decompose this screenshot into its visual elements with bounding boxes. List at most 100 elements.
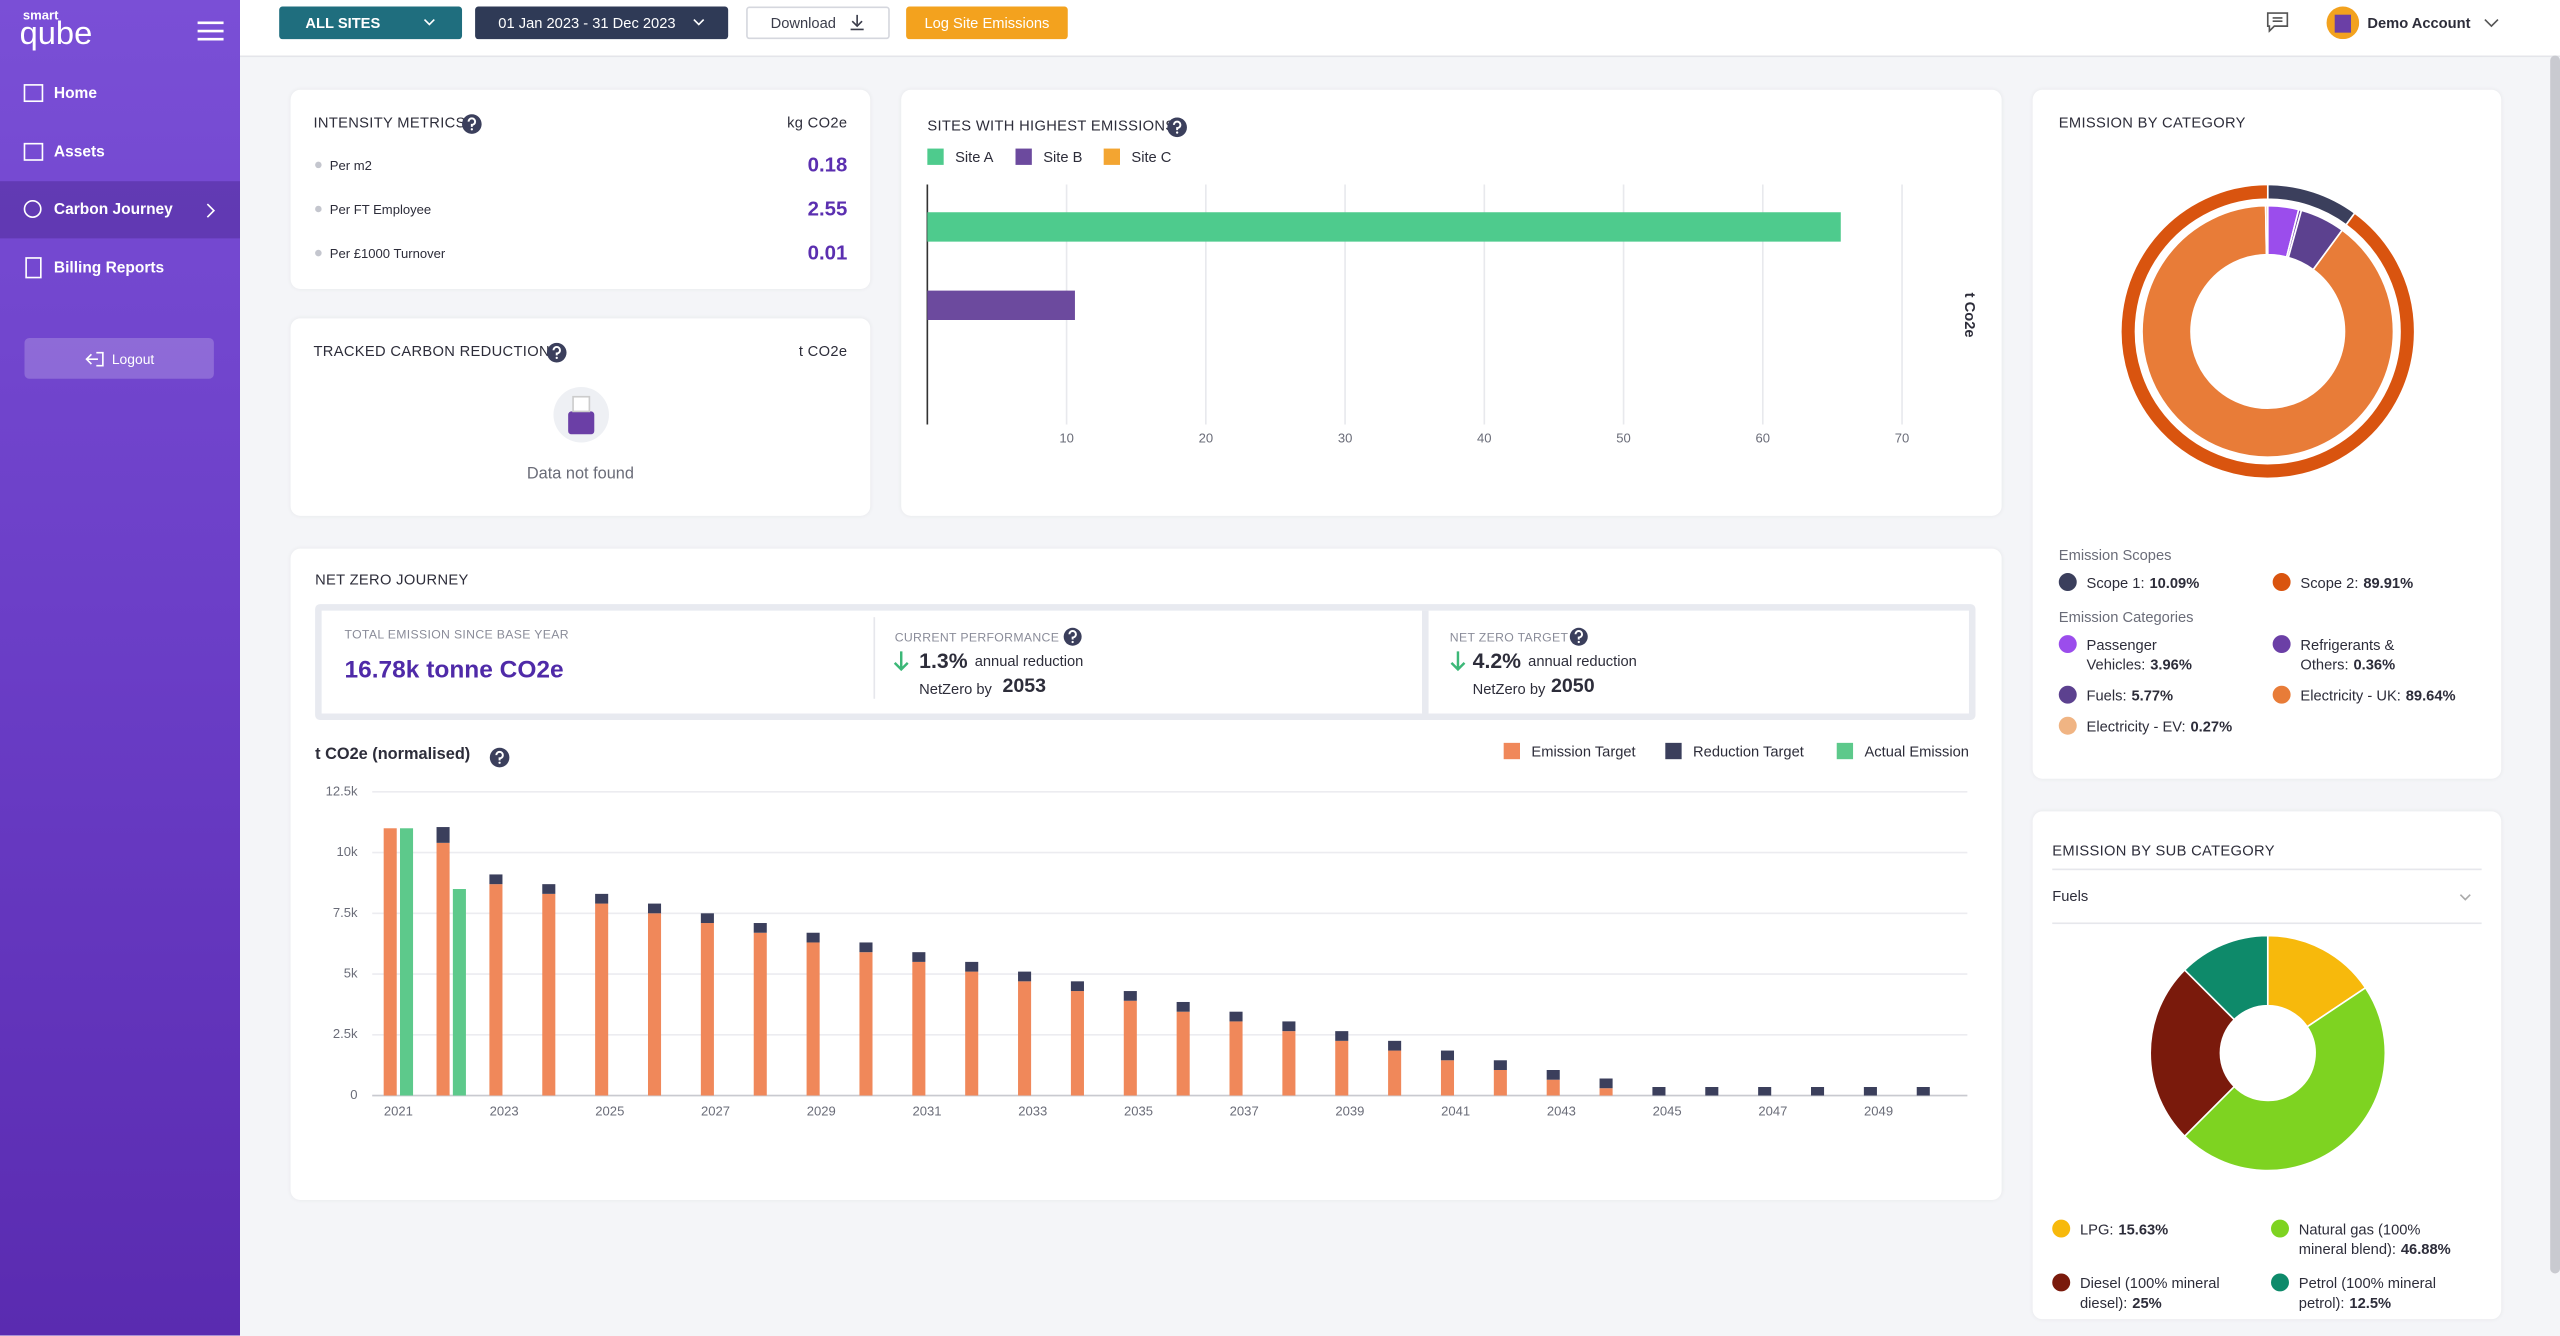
x-tick-label: 2041: [1441, 1103, 1470, 1118]
donut-segment: [2264, 204, 2269, 256]
bar: [1070, 981, 1084, 992]
bar: [1229, 1011, 1243, 1022]
legend-item: Electricity - UK: 89.64%: [2272, 685, 2487, 706]
logout-button[interactable]: Logout: [24, 337, 214, 379]
bar: [859, 942, 873, 953]
x-tick-label: 2045: [1653, 1103, 1682, 1118]
bar: [1546, 1070, 1560, 1080]
download-button[interactable]: Download: [746, 6, 890, 40]
x-tick-label: 30: [1338, 431, 1353, 446]
nav-carbon-journey[interactable]: Carbon Journey: [53, 200, 173, 219]
metric-value: 2.55: [807, 197, 848, 221]
y-tick-label: 0: [350, 1087, 357, 1102]
logout-icon: [84, 351, 103, 366]
legend-swatch: [1665, 742, 1682, 760]
legend-swatch: [1503, 742, 1520, 760]
legend-value: 12.5%: [2349, 1294, 2392, 1312]
bar: [1335, 1040, 1349, 1096]
card-title: EMISSION BY CATEGORY: [2058, 114, 2246, 131]
legend: Emission Scopes Scope 1: 10.09% Scope 2: 89.…: [2058, 547, 2487, 753]
x-tick-label: 2049: [1864, 1103, 1893, 1118]
metric-value: 0.01: [807, 241, 848, 265]
logo-main[interactable]: qube: [19, 16, 93, 53]
date-range-label: 01 Jan 2023 - 31 Dec 2023: [498, 14, 676, 32]
kpi-rate: 4.2%: [1472, 648, 1522, 673]
bar: [1282, 1021, 1296, 1032]
bar: [700, 913, 714, 924]
legend-item: Passenger Vehicles: 3.96%: [2058, 635, 2273, 674]
legend-label: Refrigerants & Others:: [2300, 636, 2395, 673]
x-tick-label: 40: [1477, 431, 1492, 446]
legend-text: Natural gas (100% mineral blend): 46.88%: [2299, 1220, 2472, 1259]
donut-segment: [2183, 934, 2269, 1021]
x-tick-label: 20: [1199, 431, 1214, 446]
menu-icon[interactable]: [197, 21, 224, 41]
nav-billing-reports[interactable]: Billing Reports: [53, 259, 165, 278]
date-range[interactable]: 01 Jan 2023 - 31 Dec 2023: [475, 6, 729, 40]
x-tick-label: 2043: [1547, 1103, 1576, 1118]
legend-dot: [2272, 573, 2291, 592]
logo-top[interactable]: smart: [22, 8, 59, 23]
bar: [399, 828, 414, 1096]
donut-segment: [2183, 986, 2387, 1172]
donut-segment: [2119, 183, 2416, 480]
legend-item: Scope 2: 89.91%: [2272, 573, 2487, 593]
legend-label: Emission Target: [1531, 745, 1635, 761]
bar: [1705, 1087, 1719, 1096]
bar: [912, 961, 926, 1096]
nav-home[interactable]: Home: [53, 84, 97, 103]
legend-item: Fuels: 5.77%: [2058, 685, 2273, 706]
y-tick-label: 2.5k: [333, 1026, 358, 1041]
legend-item: Scope 1: 10.09%: [2058, 573, 2273, 593]
account-name[interactable]: Demo Account: [2367, 14, 2471, 32]
scrollbar[interactable]: [2550, 55, 2560, 1274]
bar: [1440, 1060, 1455, 1096]
legend-label: Petrol (100% mineral petrol):: [2298, 1275, 2436, 1312]
y-tick-label: 12.5k: [326, 783, 358, 798]
x-tick-label: 2027: [701, 1103, 730, 1118]
log-emissions-button[interactable]: Log Site Emissions: [906, 6, 1068, 40]
bar: [965, 971, 979, 1096]
bar: [542, 884, 556, 894]
legend-label: Scope 1:: [2086, 574, 2145, 592]
legend-dot: [2271, 1273, 2289, 1292]
x-tick-label: 2031: [912, 1103, 941, 1118]
legend-heading: Emission Categories: [2058, 608, 2194, 626]
legend-value: 5.77%: [2131, 687, 2174, 704]
bar: [436, 827, 450, 843]
legend-dot: [2271, 1219, 2289, 1238]
divider: [2052, 868, 2482, 871]
legend-swatch: [1836, 742, 1854, 760]
bar: [1018, 981, 1032, 1096]
legend-item: Electricity - EV: 0.27%: [2058, 716, 2273, 737]
metric-label: Per FT Employee: [329, 202, 432, 218]
bar: [1599, 1078, 1613, 1089]
intensity-card: [290, 89, 871, 289]
site-filter[interactable]: ALL SITES: [279, 6, 463, 40]
chat-icon[interactable]: [2266, 11, 2289, 33]
legend-label: Natural gas (100% mineral blend):: [2298, 1221, 2421, 1258]
legend-dot: [2052, 1219, 2071, 1238]
nav-assets[interactable]: Assets: [53, 143, 105, 162]
legend-text: Petrol (100% mineral petrol): 12.5%: [2299, 1273, 2472, 1312]
bar: [1652, 1087, 1666, 1096]
bar: [1123, 991, 1137, 1001]
bar: [1599, 1088, 1613, 1096]
legend-item: Refrigerants & Others: 0.36%: [2272, 635, 2487, 674]
legend-label: Electricity - UK:: [2300, 687, 2401, 704]
unit: t CO2e: [798, 342, 848, 360]
filter-dropdown[interactable]: Fuels: [2052, 888, 2089, 905]
legend-dot: [2058, 716, 2077, 735]
avatar[interactable]: [2326, 6, 2360, 40]
legend-text: Electricity - EV: 0.27%: [2087, 717, 2233, 737]
bar: [753, 932, 767, 1096]
legend-label: Site A: [955, 150, 994, 166]
bar: [806, 932, 820, 943]
kpi-netzero-year: 2050: [1551, 674, 1595, 698]
chevron[interactable]: [2459, 893, 2472, 901]
legend-dot: [2058, 635, 2077, 654]
card-title: NET ZERO JOURNEY: [315, 571, 469, 588]
legend-label: Passenger Vehicles:: [2086, 636, 2157, 673]
nav-icons: [23, 84, 44, 279]
